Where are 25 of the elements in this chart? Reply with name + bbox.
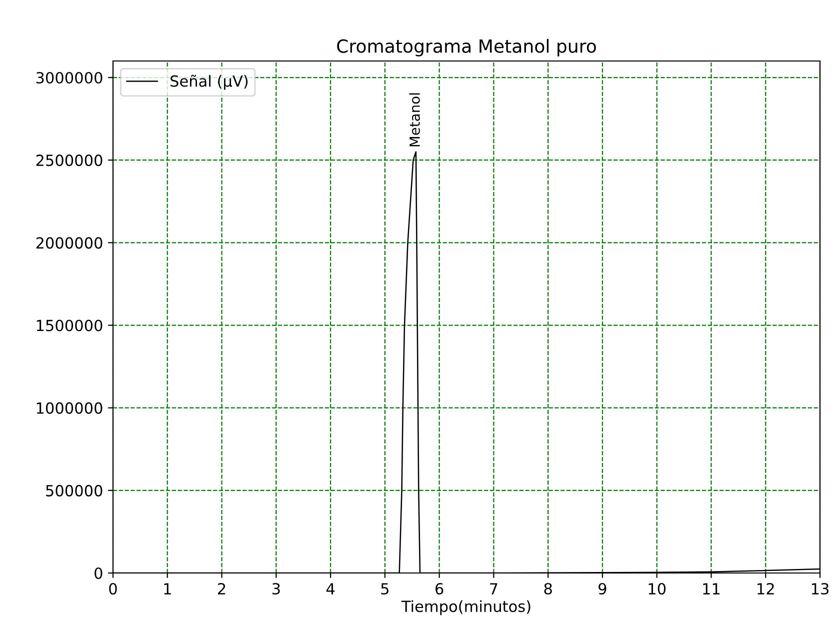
x-tick-label: 1 bbox=[164, 583, 171, 594]
x-tick-label: 7 bbox=[490, 583, 498, 594]
x-tick-label: 5 bbox=[381, 583, 388, 595]
annotation: Metanol bbox=[409, 93, 420, 146]
y-tick-label: 2000000 bbox=[36, 237, 102, 249]
x-axis-title: Tiempo(minutos) bbox=[401, 600, 530, 616]
x-tick-label: 2 bbox=[218, 582, 226, 594]
y-tick-label: 2500000 bbox=[36, 154, 102, 166]
x-tick-label: 12 bbox=[758, 582, 774, 594]
y-tick-label: 0 bbox=[94, 567, 102, 580]
x-tick-label: 11 bbox=[703, 583, 720, 594]
x-tick-label: 10 bbox=[648, 582, 666, 595]
y-tick-label: 500000 bbox=[46, 484, 102, 496]
y-tick-label: 1500000 bbox=[36, 320, 102, 332]
x-tick-label: 6 bbox=[436, 582, 444, 595]
legend-label: Señal (μV) bbox=[170, 74, 248, 90]
x-tick-label: 9 bbox=[598, 582, 606, 595]
x-tick-label: 3 bbox=[272, 582, 280, 595]
x-tick-label: 13 bbox=[812, 582, 828, 595]
y-tick-label: 1000000 bbox=[36, 402, 102, 414]
x-tick-label: 0 bbox=[109, 582, 117, 595]
chart-title: Cromatograma Metanol puro bbox=[337, 38, 596, 56]
y-tick-label: 3000000 bbox=[36, 72, 102, 84]
x-tick-label: 4 bbox=[326, 583, 335, 594]
x-tick-label: 8 bbox=[544, 582, 552, 595]
